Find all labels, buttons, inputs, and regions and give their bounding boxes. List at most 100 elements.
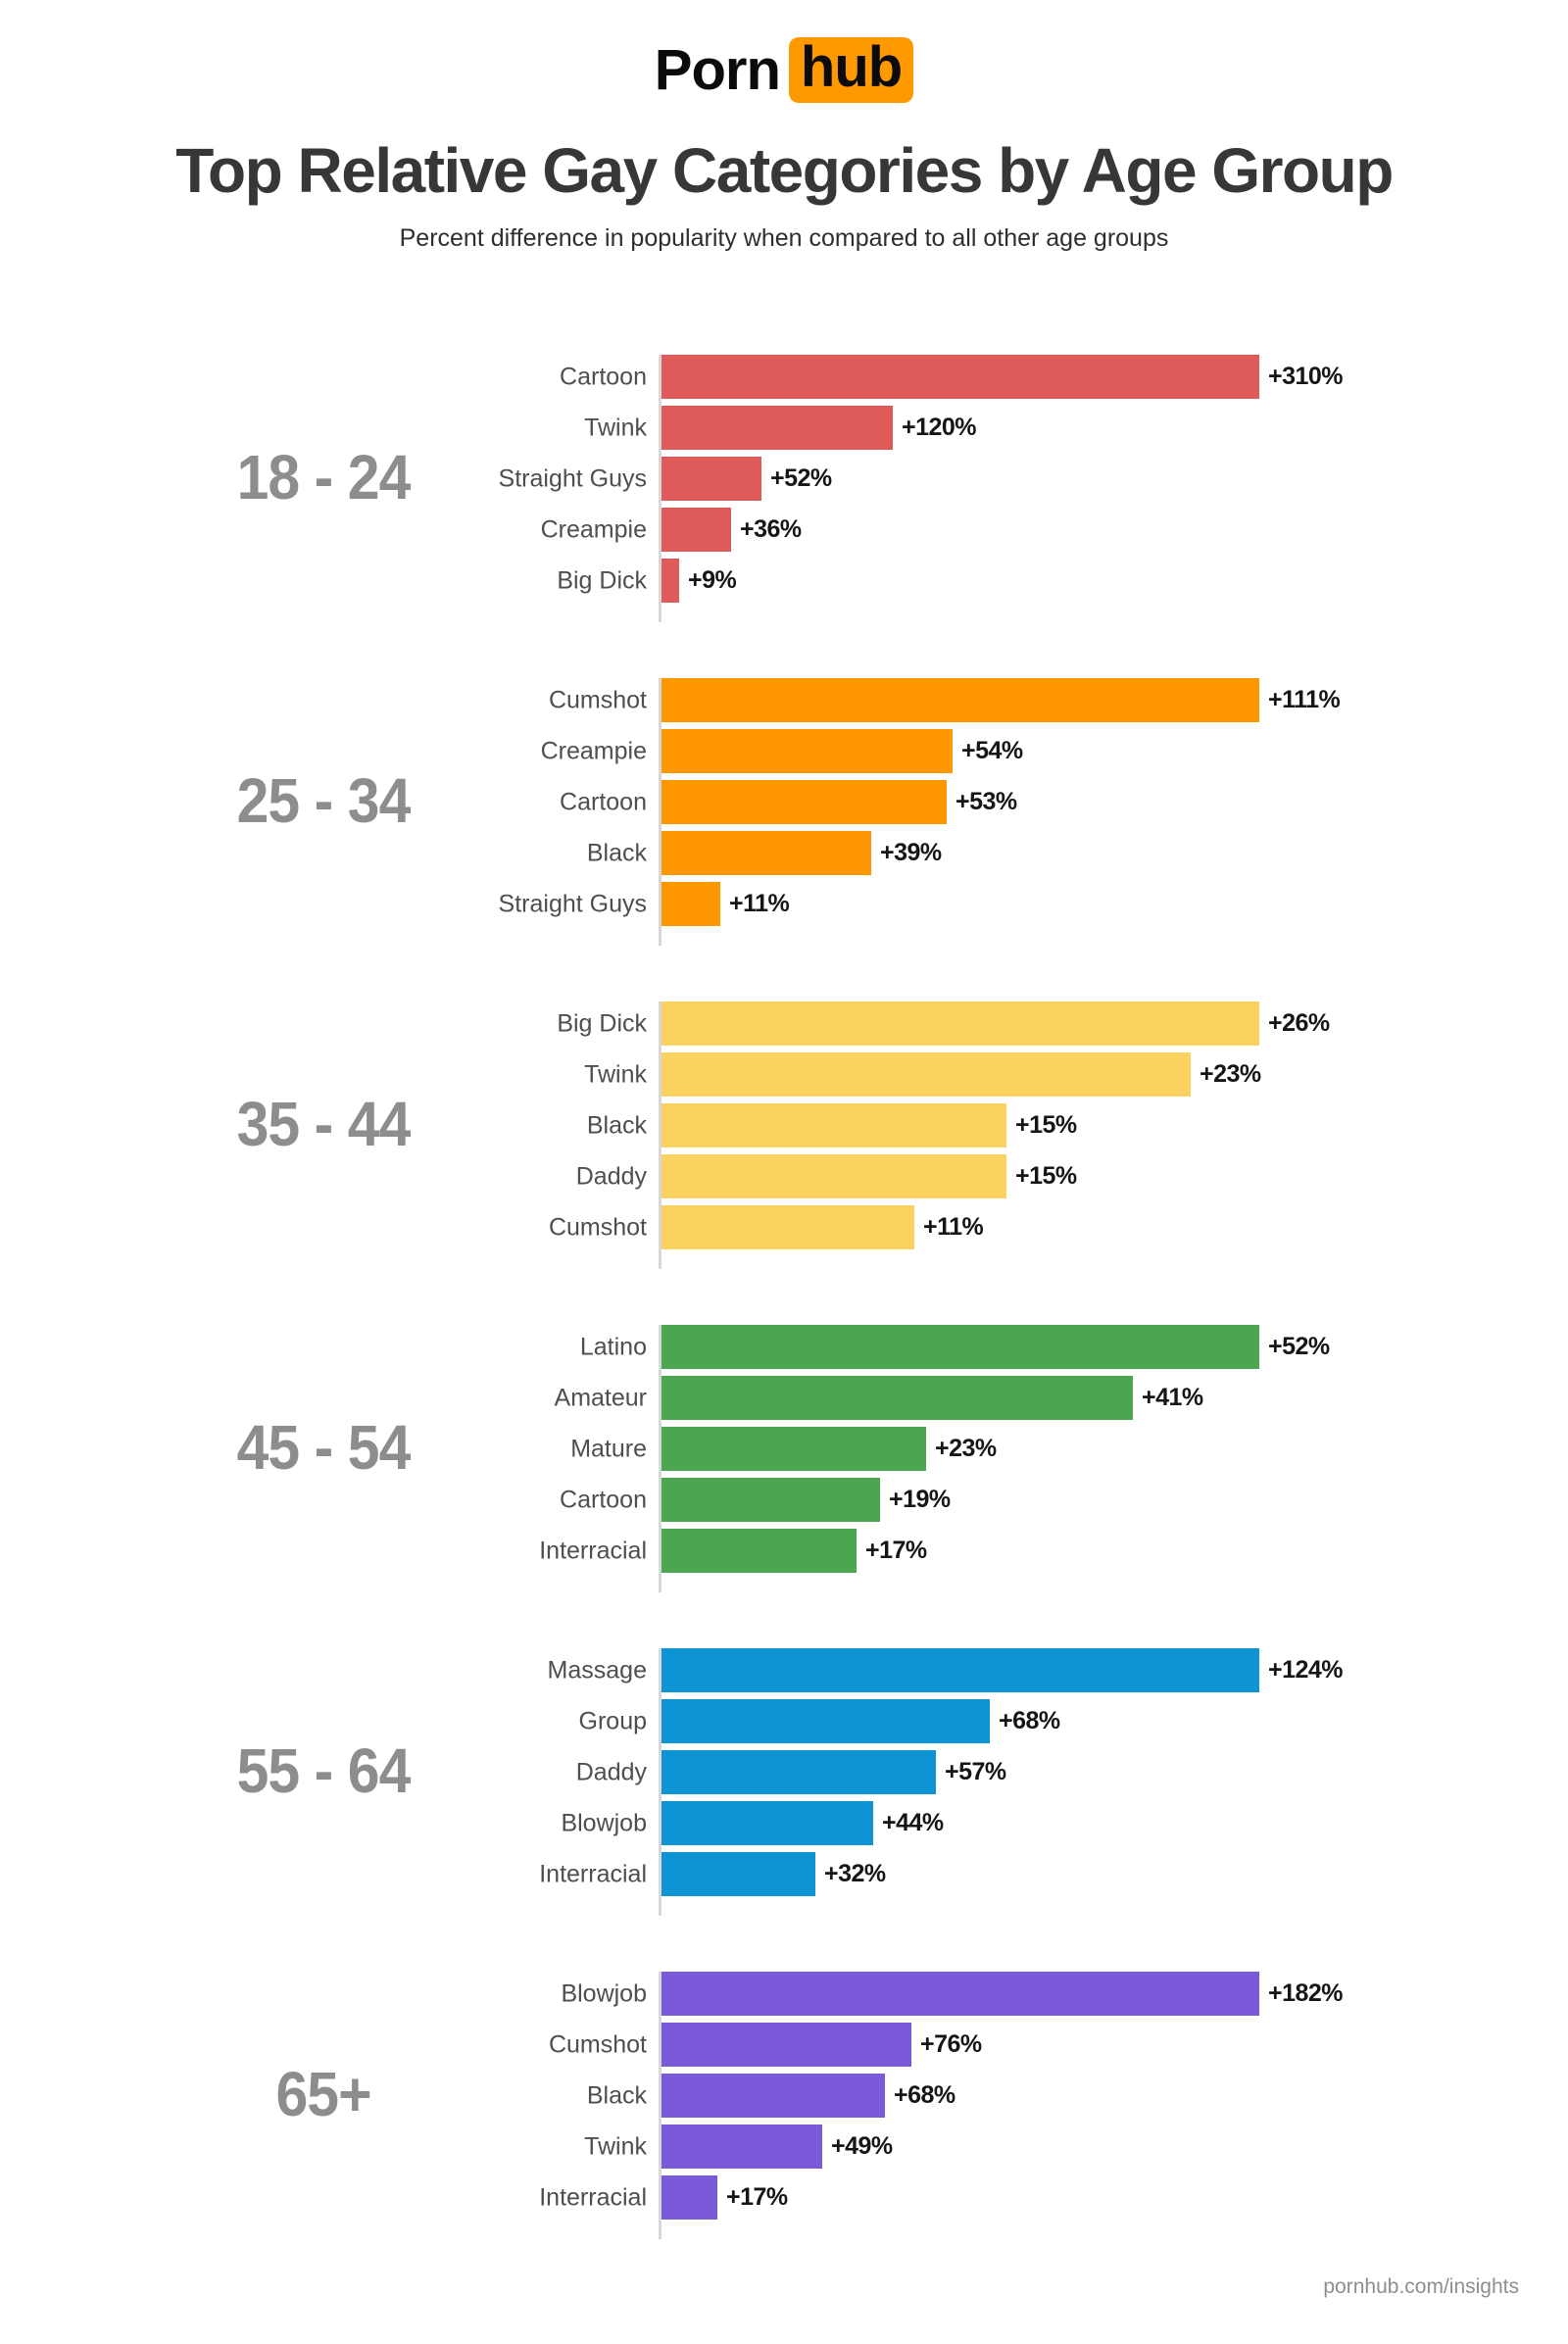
page-title: Top Relative Gay Categories by Age Group [175, 135, 1394, 206]
bar-row: Twink +120% [584, 406, 1568, 450]
bar [662, 831, 871, 875]
bar-row: Cumshot +111% [549, 678, 1568, 722]
value-label: +17% [726, 2183, 788, 2211]
category-label: Twink [584, 1060, 647, 1088]
value-label: +310% [1268, 363, 1344, 390]
age-group-label: 65+ [275, 2059, 371, 2129]
bar-row: Cumshot +11% [549, 1205, 1568, 1249]
bar-chart: Big Dick +26% Twink +23% Black +15% Daddy +15% C… [549, 1001, 1568, 1269]
age-group-label: 45 - 54 [236, 1412, 412, 1483]
category-label: Interracial [539, 2183, 647, 2211]
category-label: Cartoon [560, 1486, 647, 1513]
category-label: Cartoon [560, 363, 647, 390]
value-label: +52% [770, 464, 832, 492]
bar-row: Black +68% [587, 2074, 1568, 2118]
value-label: +9% [688, 566, 737, 594]
bar [662, 1001, 1259, 1046]
bar [662, 2074, 885, 2118]
bar-row: Twink +23% [584, 1052, 1568, 1097]
bar-row: Massage +124% [548, 1648, 1568, 1692]
bar [662, 457, 761, 501]
category-label: Big Dick [557, 566, 647, 594]
bar-row: Group +68% [579, 1699, 1568, 1743]
value-label: +182% [1268, 1979, 1344, 2007]
category-label: Twink [584, 414, 647, 441]
bar-row: Cumshot +76% [549, 2023, 1568, 2067]
value-label: +41% [1142, 1384, 1203, 1411]
value-label: +23% [1200, 1060, 1261, 1088]
category-label: Straight Guys [498, 890, 647, 917]
bar [662, 1205, 914, 1249]
bar-row: Straight Guys +11% [499, 882, 1568, 926]
chart-groups: 18 - 24 Cartoon +310% Twink +120% Straight Gu… [0, 355, 1568, 2239]
bar [662, 678, 1259, 722]
value-label: +17% [865, 1537, 927, 1564]
bar-chart: Cartoon +310% Twink +120% Straight Guys +52% C… [499, 355, 1568, 622]
logo-word-hub: hub [788, 37, 914, 103]
bar-row: Black +39% [587, 831, 1568, 875]
bar-chart: Cumshot +111% Creampie +54% Cartoon +53% Black… [499, 678, 1568, 946]
value-label: +53% [956, 788, 1017, 815]
category-label: Black [586, 1111, 647, 1139]
bar-row: Blowjob +182% [561, 1972, 1568, 2016]
age-group-section: 25 - 34 Cumshot +111% Creampie +54% Cartoon +5… [0, 678, 1568, 946]
age-group-section: 35 - 44 Big Dick +26% Twink +23% Black +15% Dad… [0, 1001, 1568, 1269]
age-group-label: 55 - 64 [236, 1735, 412, 1806]
category-label: Cumshot [548, 686, 647, 713]
bar-row: Twink +49% [584, 2124, 1568, 2169]
bar [662, 1427, 926, 1471]
category-label: Group [578, 1707, 647, 1734]
category-label: Straight Guys [498, 464, 647, 492]
category-label: Latino [579, 1333, 647, 1360]
category-label: Blowjob [561, 1809, 647, 1836]
bar [662, 1154, 1006, 1198]
value-label: +120% [902, 414, 977, 441]
bar [662, 1972, 1259, 2016]
bar [662, 1325, 1259, 1369]
age-group-section: 55 - 64 Massage +124% Group +68% Daddy +57% Blo… [0, 1648, 1568, 1916]
category-label: Twink [584, 2132, 647, 2160]
page-subtitle: Percent difference in popularity when co… [399, 224, 1169, 252]
footer-url: pornhub.com/insights [1323, 2275, 1519, 2298]
bar-row: Big Dick +26% [557, 1001, 1568, 1046]
value-label: +49% [831, 2132, 893, 2160]
category-label: Black [586, 839, 647, 866]
bar-row: Cartoon +310% [560, 355, 1568, 399]
value-label: +44% [882, 1809, 944, 1836]
bar-row: Blowjob +44% [561, 1801, 1568, 1845]
value-label: +54% [961, 737, 1023, 764]
logo-word-porn: Porn [654, 38, 781, 102]
bar [662, 1852, 815, 1896]
category-label: Interracial [539, 1860, 647, 1887]
value-label: +124% [1268, 1656, 1344, 1684]
bar [662, 780, 947, 824]
bar [662, 1750, 936, 1794]
bar [662, 2175, 717, 2220]
header: Porn hub Top Relative Gay Categories by … [0, 0, 1568, 253]
pornhub-logo: Porn hub [654, 37, 914, 103]
bar [662, 406, 893, 450]
bar-row: Creampie +36% [541, 508, 1568, 552]
bar [662, 729, 953, 773]
value-label: +15% [1015, 1162, 1077, 1190]
bar-row: Interracial +17% [539, 2175, 1568, 2220]
bar-row: Daddy +57% [576, 1750, 1568, 1794]
bar-row: Big Dick +9% [557, 559, 1568, 603]
value-label: +68% [894, 2081, 956, 2109]
bar-row: Creampie +54% [541, 729, 1568, 773]
bar-row: Black +15% [587, 1103, 1568, 1148]
age-group-section: 45 - 54 Latino +52% Amateur +41% Mature +23% Ca… [0, 1325, 1568, 1592]
value-label: +26% [1268, 1009, 1330, 1037]
bar-row: Straight Guys +52% [499, 457, 1568, 501]
category-label: Black [586, 2081, 647, 2109]
value-label: +19% [889, 1486, 951, 1513]
value-label: +68% [999, 1707, 1060, 1734]
bar-row: Latino +52% [580, 1325, 1568, 1369]
value-label: +76% [920, 2030, 982, 2058]
bar [662, 882, 720, 926]
age-group-section: 65+ Blowjob +182% Cumshot +76% Black +68% Twink… [0, 1972, 1568, 2239]
value-label: +23% [935, 1435, 997, 1462]
bar-row: Cartoon +19% [560, 1478, 1568, 1522]
category-label: Amateur [554, 1384, 647, 1411]
